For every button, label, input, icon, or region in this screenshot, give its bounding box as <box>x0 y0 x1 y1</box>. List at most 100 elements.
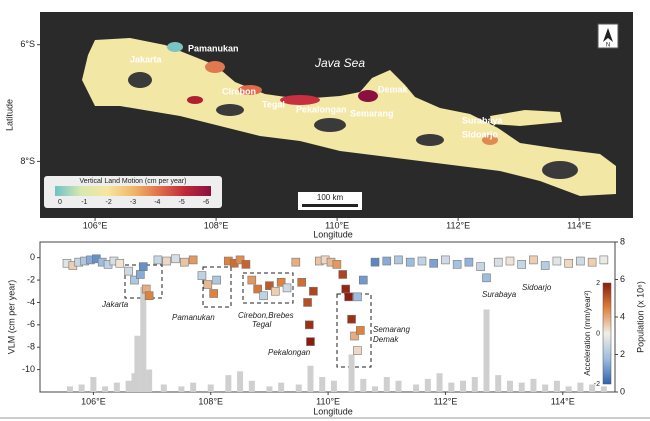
colorbar-label: Acceleration (mm/year²) <box>583 290 592 376</box>
population-bar <box>383 377 390 392</box>
point <box>482 273 491 283</box>
point <box>576 256 585 266</box>
y2-tick-label: 8 <box>620 236 625 246</box>
point <box>529 255 538 265</box>
y2-axis-label: Population (x 10⁶) <box>635 281 645 353</box>
population-bar <box>424 378 431 392</box>
annotation: Surabaya <box>482 290 517 299</box>
population-bar <box>436 373 443 392</box>
y-tick-label: 8°S <box>20 156 35 166</box>
population-bar <box>542 384 549 392</box>
legend-tick-label: 0 <box>58 199 62 206</box>
point <box>115 258 125 268</box>
population-bar <box>140 287 147 392</box>
y-tick-label: 0 <box>30 252 35 262</box>
population-bar <box>307 365 314 392</box>
legend-tick-label: -1 <box>81 199 87 206</box>
population-bar <box>207 384 214 392</box>
x-tick-label: 112°E <box>433 396 457 406</box>
population-bar <box>530 378 537 392</box>
y2-tick-label: 6 <box>620 274 625 284</box>
point <box>209 289 218 298</box>
point <box>429 258 438 268</box>
population-bar <box>90 377 97 392</box>
x-tick-label: 108°E <box>204 220 229 230</box>
annotation: Semarang <box>373 325 410 334</box>
point <box>297 277 306 287</box>
point <box>138 262 148 271</box>
city-label: Tegal <box>262 99 285 109</box>
legend-tick-label: -5 <box>179 199 185 206</box>
point <box>394 255 403 265</box>
population-bar <box>125 380 132 392</box>
y-axis-label: VLM (cm per year) <box>6 280 16 355</box>
y2-tick-label: 0 <box>620 386 625 396</box>
point <box>599 255 609 265</box>
point <box>136 270 145 279</box>
madura <box>490 110 562 126</box>
annotation: Jakarta <box>101 300 129 309</box>
point <box>382 256 392 266</box>
x-tick-label: 110°E <box>316 396 340 406</box>
x-tick-label: 114°E <box>567 220 591 230</box>
point <box>517 260 527 269</box>
point <box>353 292 362 302</box>
population-bar <box>395 380 402 392</box>
point <box>282 283 292 293</box>
legend-tick-label: -6 <box>203 199 209 206</box>
y-tick-label: -4 <box>27 297 35 307</box>
population-bar <box>295 384 302 392</box>
population-bar <box>248 380 255 392</box>
population-bar <box>160 384 167 392</box>
point <box>493 257 503 267</box>
annotation: Demak <box>373 335 399 344</box>
point <box>505 256 515 266</box>
population-bar <box>553 380 560 392</box>
point <box>358 275 368 285</box>
point <box>341 284 350 294</box>
population-bar <box>178 386 185 392</box>
x-tick-label: 106°E <box>83 220 108 230</box>
north-label: N <box>606 43 610 49</box>
y-tick-label: -2 <box>27 274 35 284</box>
point <box>417 256 427 266</box>
point <box>353 346 362 355</box>
point <box>309 286 318 296</box>
north-arrow-icon <box>603 28 613 42</box>
population-bar <box>495 375 502 392</box>
annotation: Sidoarjo <box>522 283 552 292</box>
population-bar <box>460 380 467 392</box>
population-bar <box>348 354 355 392</box>
point <box>203 280 213 289</box>
population-bar <box>134 335 141 392</box>
point <box>212 275 221 285</box>
x-tick-label: 112°E <box>446 220 470 230</box>
point <box>356 326 365 335</box>
population-bar <box>589 384 596 392</box>
population-bar <box>237 371 244 392</box>
population-bar <box>413 384 420 392</box>
point <box>247 275 257 285</box>
point <box>235 255 245 265</box>
point <box>476 262 485 271</box>
population-bar <box>266 386 273 392</box>
y2-tick-label: 4 <box>620 311 625 321</box>
point <box>332 260 342 269</box>
point <box>552 256 562 266</box>
population-bar <box>66 386 73 392</box>
y-tick-label: -8 <box>27 342 35 352</box>
city-label: Semarang <box>350 108 394 118</box>
city-label: Jakarta <box>130 54 163 64</box>
point <box>452 260 462 269</box>
population-bar <box>225 375 232 392</box>
y2-tick-label: 2 <box>620 349 625 359</box>
point <box>197 271 207 280</box>
annotation: Pekalongan <box>268 348 311 357</box>
population-bar <box>113 382 120 392</box>
point <box>276 277 286 287</box>
city-label: Pamanukan <box>188 43 239 53</box>
population-bar <box>330 380 337 392</box>
legend-title: Vertical Land Motion (cm per year) <box>80 178 187 185</box>
annotation-box <box>242 272 294 304</box>
point <box>253 284 262 294</box>
